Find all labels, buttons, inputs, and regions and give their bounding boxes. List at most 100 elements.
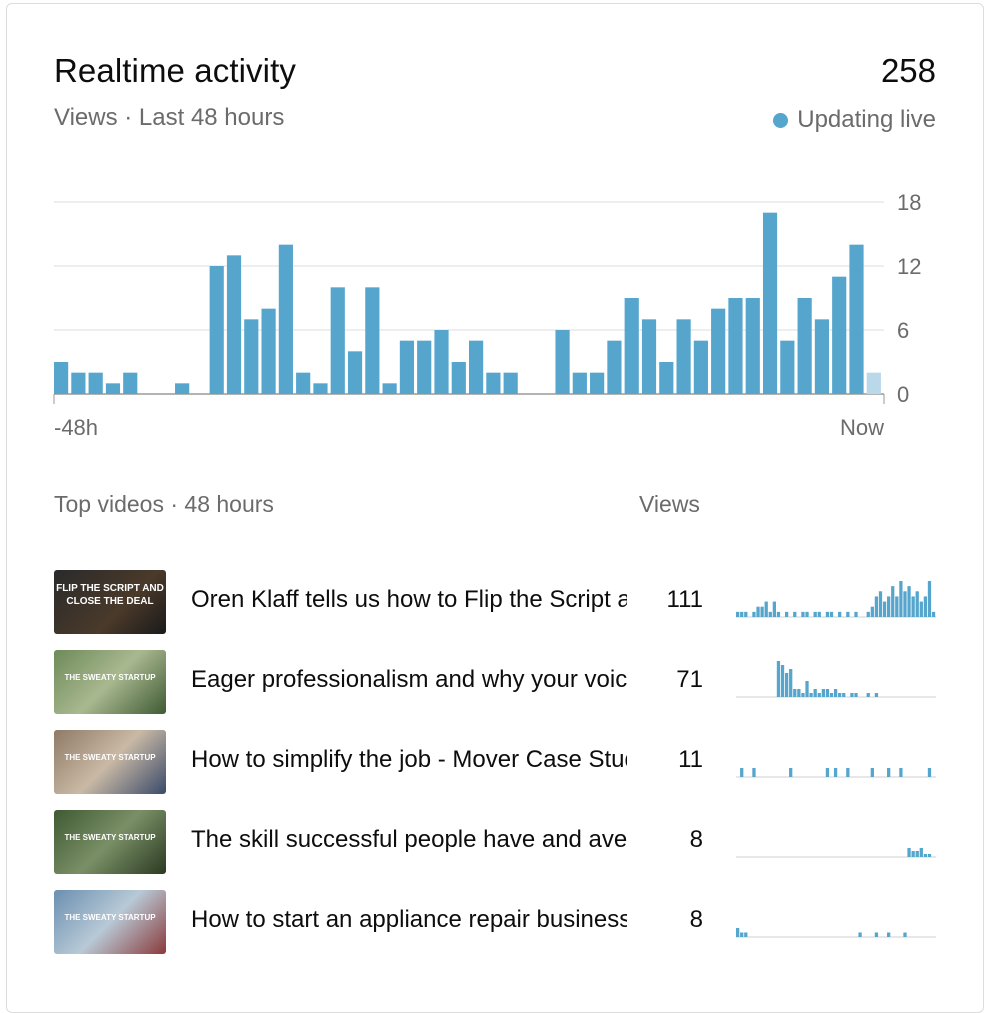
chart-bar[interactable]	[693, 340, 708, 394]
chart-bar[interactable]	[365, 287, 380, 394]
chart-bar[interactable]	[503, 372, 518, 394]
chart-bar[interactable]	[590, 372, 605, 394]
chart-bar[interactable]	[313, 383, 328, 394]
video-title[interactable]: Oren Klaff tells us how to Flip the Scri…	[191, 586, 627, 613]
chart-bar[interactable]	[728, 298, 743, 394]
sparkline-bar	[829, 693, 834, 697]
top-videos-title: Top videos · 48 hours	[54, 491, 274, 517]
sparkline-bar	[752, 768, 756, 777]
sparkline-bar	[825, 689, 830, 697]
chart-bar[interactable]	[399, 340, 415, 394]
chart-bar[interactable]	[849, 244, 864, 394]
chart-bar[interactable]	[676, 319, 691, 394]
chart-bar[interactable]	[123, 372, 138, 394]
chart-bar[interactable]	[832, 276, 847, 394]
video-thumbnail-simplify-the-job[interactable]: THE SWEATY STARTUP	[54, 730, 166, 794]
sparkline-bar	[887, 932, 891, 937]
chart-bar[interactable]	[54, 362, 69, 394]
chart-bar[interactable]	[780, 340, 795, 394]
top-video-row[interactable]: THE SWEATY STARTUP How to simplify the jo…	[54, 730, 944, 794]
chart-bar[interactable]	[71, 372, 86, 394]
top-video-row[interactable]: THE SWEATY STARTUP How to start an applia…	[54, 890, 944, 954]
chart-bar[interactable]	[296, 372, 311, 394]
card-subtitle: Views · Last 48 hours	[54, 104, 285, 131]
chart-bar[interactable]	[624, 298, 639, 394]
sparkline-bar	[760, 606, 764, 617]
realtime-activity-card	[6, 3, 984, 1013]
sparkline-bar	[846, 611, 850, 617]
sparkline-bar	[899, 581, 903, 617]
chart-bar[interactable]	[814, 319, 830, 394]
video-view-count: 71	[676, 666, 703, 693]
sparkline-bar	[776, 611, 781, 617]
video-sparkline	[736, 848, 936, 858]
chart-bar[interactable]	[641, 319, 657, 394]
sparkline-bar	[887, 768, 891, 777]
sparkline-bar	[911, 851, 915, 857]
thumbnail-caption: FLIP THE SCRIPT AND CLOSE THE DEAL	[56, 583, 164, 607]
sparkline-bar	[793, 689, 797, 697]
views-bar-chart[interactable]: 18 12 6 0 -48h Now	[0, 180, 992, 450]
chart-bar[interactable]	[659, 362, 674, 394]
sparkline-bar	[931, 611, 936, 617]
chart-bar[interactable]	[226, 255, 242, 394]
chart-bar[interactable]	[469, 340, 484, 394]
video-thumbnail-skill-successful-people[interactable]: THE SWEATY STARTUP	[54, 810, 166, 874]
chart-bar[interactable]	[347, 351, 363, 394]
chart-bar[interactable]	[261, 308, 276, 394]
sparkline-bar	[899, 768, 903, 777]
chart-bar[interactable]	[330, 287, 345, 394]
chart-bar[interactable]	[555, 330, 570, 394]
sparkline-bar	[752, 611, 756, 617]
thumbnail-caption: THE SWEATY STARTUP	[64, 913, 156, 922]
chart-bar[interactable]	[451, 362, 466, 394]
live-indicator: Updating live	[773, 106, 936, 134]
video-title[interactable]: How to simplify the job - Mover Case Stu…	[191, 746, 627, 773]
chart-bar[interactable]	[209, 266, 224, 394]
video-title[interactable]: The skill successful people have and ave…	[191, 826, 627, 853]
top-video-row[interactable]: FLIP THE SCRIPT AND CLOSE THE DEAL Oren K…	[54, 570, 944, 634]
chart-bar[interactable]	[88, 372, 103, 394]
x-start-label: -48h	[54, 415, 98, 440]
video-title[interactable]: How to start an appliance repair busines…	[191, 906, 627, 933]
chart-bar[interactable]	[486, 372, 501, 394]
sparkline-bar	[915, 591, 919, 617]
sparkline-bar	[891, 586, 895, 617]
sparkline-bar	[736, 611, 740, 617]
chart-bar[interactable]	[572, 372, 587, 394]
live-label: Updating live	[797, 106, 936, 133]
sparkline-bar	[887, 596, 891, 617]
top-video-row[interactable]: THE SWEATY STARTUP Eager professionalism …	[54, 650, 944, 714]
sparkline-bar	[838, 611, 842, 617]
sparkline-bar	[874, 693, 879, 697]
video-view-count: 111	[666, 586, 703, 613]
sparkline-bar	[793, 611, 797, 617]
sparkline-bar	[813, 611, 817, 617]
chart-bar[interactable]	[175, 383, 190, 394]
chart-bar[interactable]	[417, 340, 432, 394]
chart-bar[interactable]	[244, 319, 259, 394]
top-video-row[interactable]: THE SWEATY STARTUP The skill successful p…	[54, 810, 944, 874]
sparkline-bar	[825, 768, 830, 777]
thumbnail-caption: THE SWEATY STARTUP	[64, 753, 156, 762]
sparkline-bar	[780, 665, 785, 697]
card-title: Realtime activity	[54, 52, 296, 89]
chart-bar[interactable]	[105, 383, 121, 394]
video-title[interactable]: Eager professionalism and why your voice…	[191, 666, 627, 693]
video-thumbnail-eager-professionalism[interactable]: THE SWEATY STARTUP	[54, 650, 166, 714]
sparkline-bar	[740, 611, 744, 617]
chart-bar[interactable]	[762, 212, 778, 394]
chart-bar[interactable]	[711, 308, 726, 394]
sparkline-bar	[801, 693, 805, 697]
chart-bar[interactable]	[607, 340, 622, 394]
chart-bar[interactable]	[434, 330, 449, 394]
chart-bar[interactable]	[745, 298, 760, 394]
chart-bar[interactable]	[278, 244, 293, 394]
sparkline-bar	[907, 848, 911, 857]
chart-bar[interactable]	[797, 298, 812, 394]
chart-bar[interactable]	[866, 372, 881, 394]
chart-bar[interactable]	[382, 383, 397, 394]
sparkline-bar	[895, 596, 899, 617]
video-thumbnail-flip-the-script[interactable]: FLIP THE SCRIPT AND CLOSE THE DEAL	[54, 570, 166, 634]
video-thumbnail-appliance-repair[interactable]: THE SWEATY STARTUP	[54, 890, 166, 954]
